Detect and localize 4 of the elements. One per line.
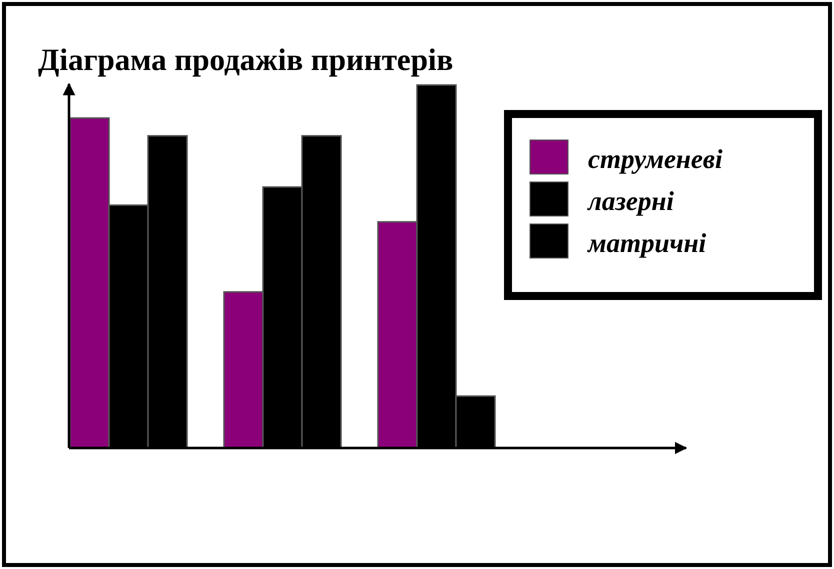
chart-title: Діаграма продажів принтерів bbox=[38, 42, 454, 77]
legend-label: лазерні bbox=[587, 186, 674, 216]
legend-label: матричні bbox=[587, 228, 707, 258]
legend-label: струменеві bbox=[588, 144, 723, 174]
